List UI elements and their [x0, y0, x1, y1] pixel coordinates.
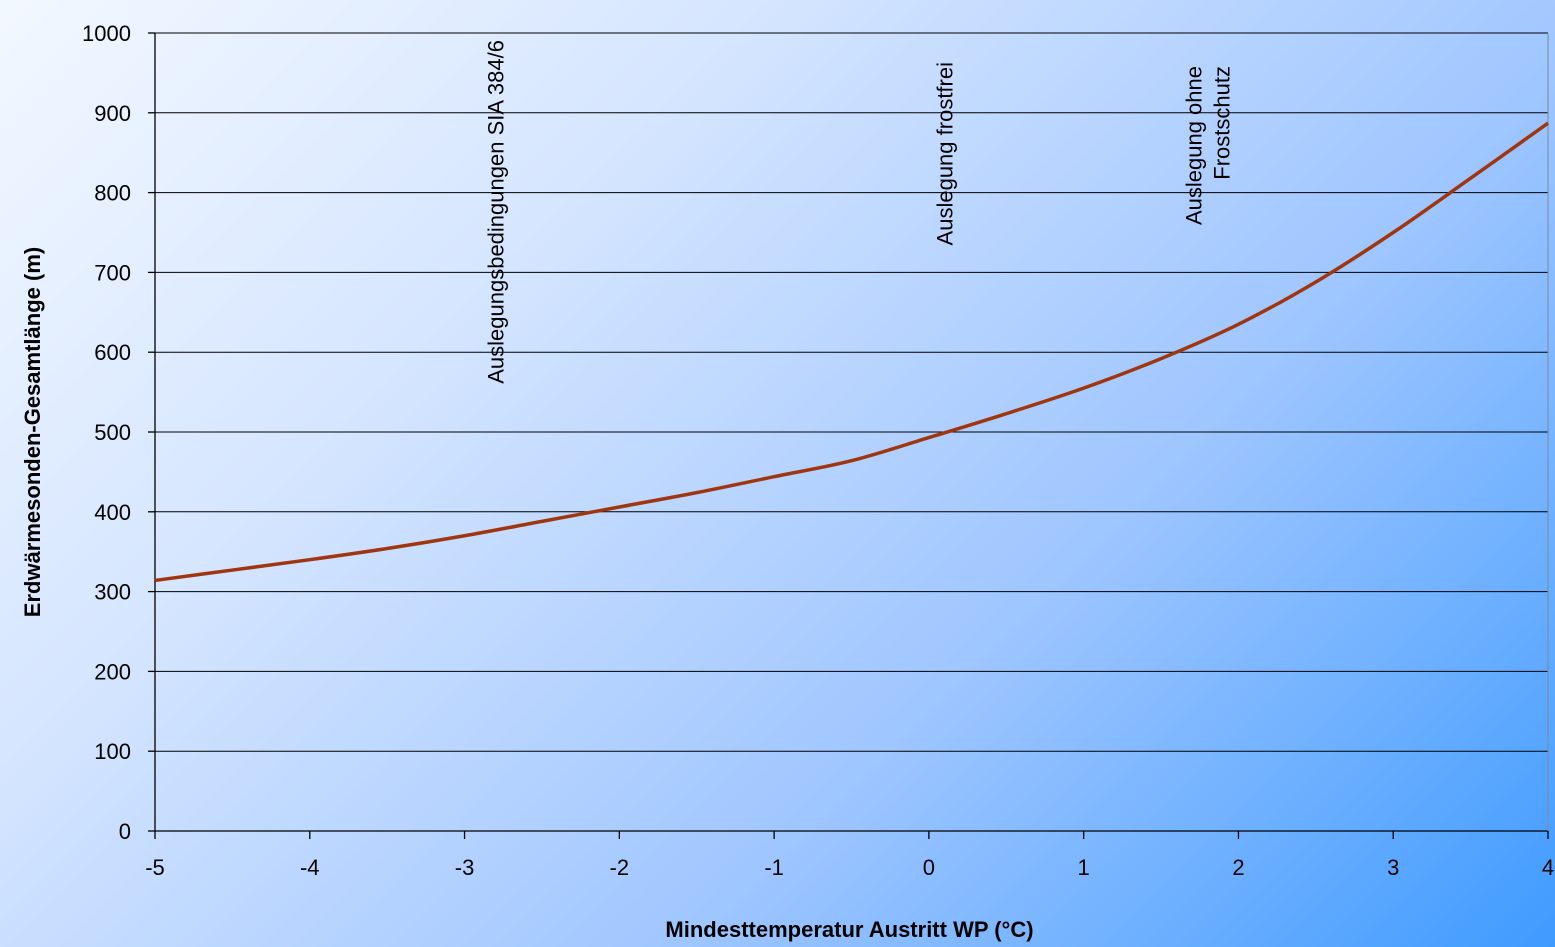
x-tick-label--3: -3 — [455, 855, 475, 880]
annotation-label-0-0: Auslegungsbedingungen SIA 384/6 — [484, 40, 509, 384]
x-tick-label-3: 3 — [1387, 855, 1399, 880]
annotation-label-2-0: Auslegung ohne — [1181, 66, 1206, 225]
annotation-label-1-0: Auslegung frostfrei — [932, 62, 957, 245]
grid-lines — [155, 32, 1548, 752]
y-tick-label-500: 500 — [94, 420, 131, 445]
y-tick-label-1000: 1000 — [82, 21, 131, 46]
x-tick-label--4: -4 — [300, 855, 320, 880]
x-tick-label--5: -5 — [145, 855, 165, 880]
axis-ticks: 0 100 200 300 400 500 600 700 800 900 1000 -5 -4 -3 -2… — [82, 21, 1554, 880]
y-tick-label-300: 300 — [94, 580, 131, 605]
y-tick-label-400: 400 — [94, 500, 131, 525]
y-tick-label-200: 200 — [94, 659, 131, 684]
x-tick-label-1: 1 — [1078, 855, 1090, 880]
y-tick-label-800: 800 — [94, 181, 131, 206]
x-tick-label-2: 2 — [1232, 855, 1244, 880]
series-layer — [154, 121, 1550, 583]
y-tick-label-700: 700 — [94, 260, 131, 285]
x-tick-label-0: 0 — [923, 855, 935, 880]
series-line-0 — [154, 121, 1550, 583]
x-tick-label--1: -1 — [764, 855, 784, 880]
y-tick-label-0: 0 — [119, 819, 131, 844]
y-axis-title: Erdwärmesonden-Gesamtlänge (m) — [20, 247, 45, 617]
y-tick-label-100: 100 — [94, 739, 131, 764]
y-tick-label-600: 600 — [94, 340, 131, 365]
annotation-label-2-1: Frostschutz — [1209, 66, 1234, 180]
x-tick-label-4: 4 — [1542, 855, 1554, 880]
y-tick-label-900: 900 — [94, 101, 131, 126]
annotations: Auslegungsbedingungen SIA 384/6 Auslegung… — [484, 40, 1235, 384]
x-axis-title: Mindesttemperatur Austritt WP (°C) — [665, 917, 1033, 942]
x-tick-label--2: -2 — [610, 855, 630, 880]
